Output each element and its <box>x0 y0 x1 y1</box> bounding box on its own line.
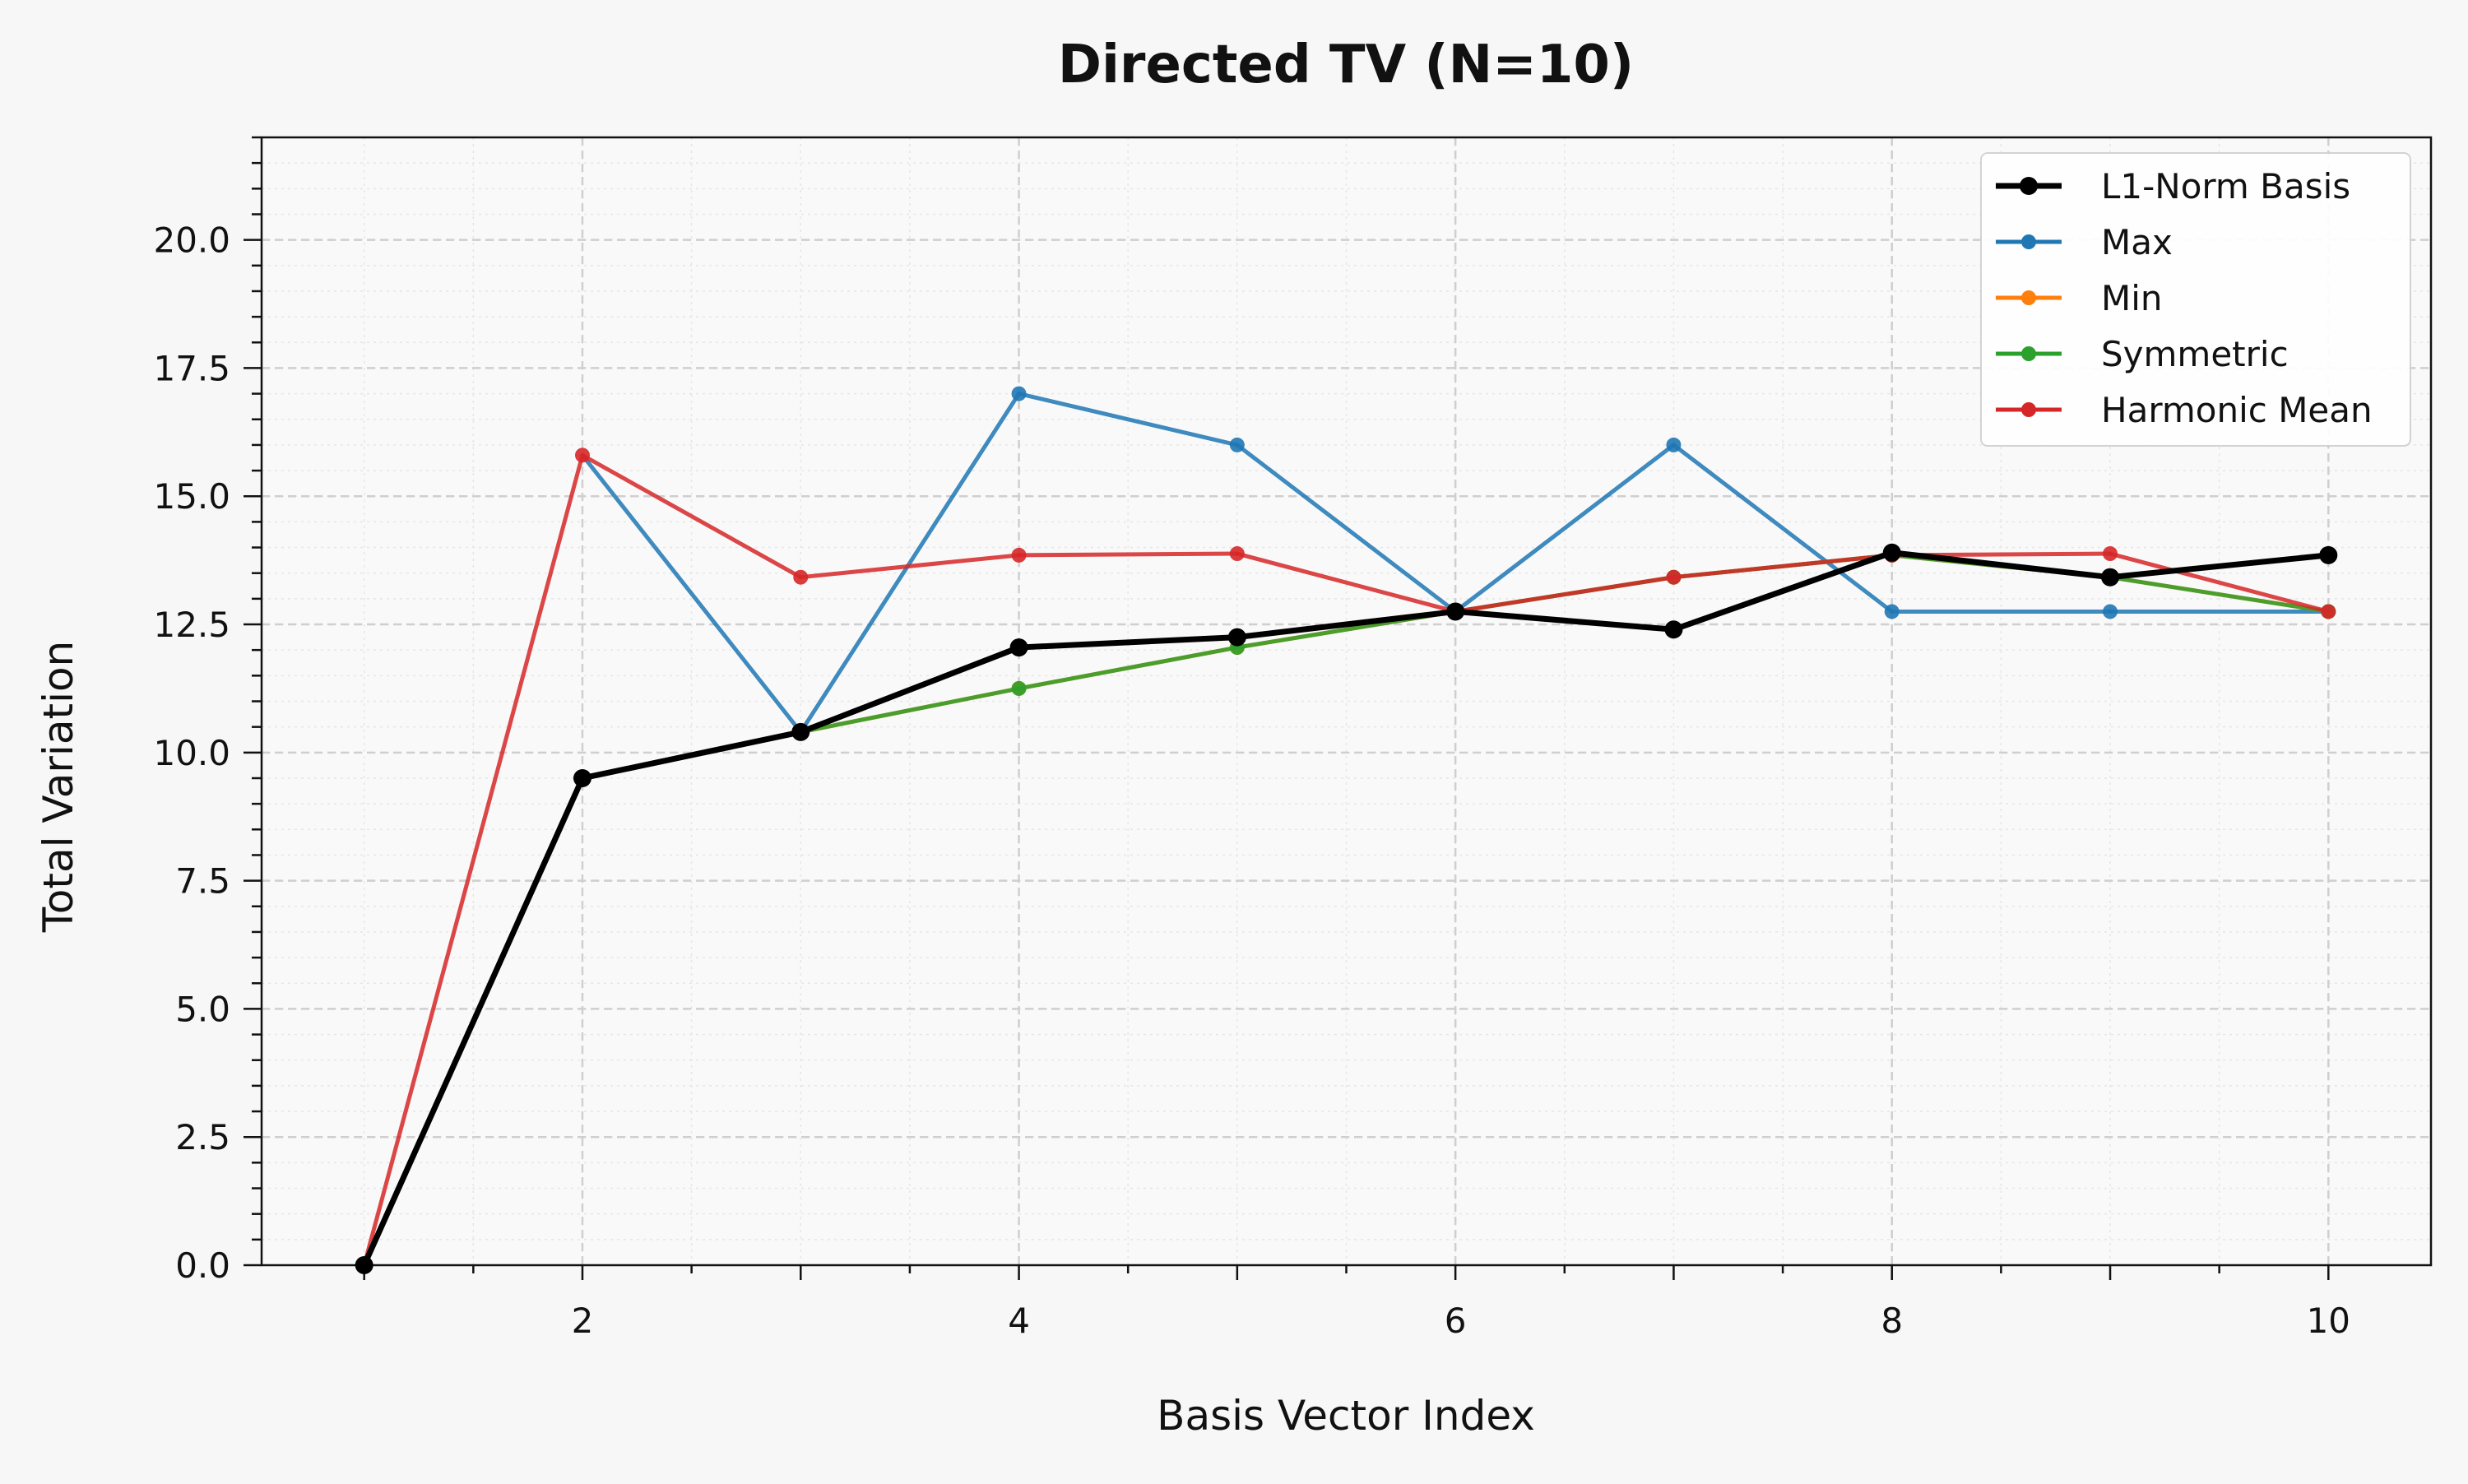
legend-swatch-marker <box>2021 234 2036 249</box>
data-point <box>1229 437 1245 452</box>
legend-label: Min <box>2101 278 2163 318</box>
y-tick-label: 7.5 <box>175 861 230 902</box>
x-tick-label: 4 <box>1008 1301 1030 1341</box>
data-point <box>573 768 591 787</box>
x-tick-label: 8 <box>1881 1301 1903 1341</box>
legend-box <box>1980 152 2411 447</box>
legend-swatch-marker <box>2020 177 2038 195</box>
y-tick-label: 0.0 <box>175 1245 230 1286</box>
data-point <box>1666 569 1682 585</box>
data-point <box>2319 545 2338 564</box>
series-line-segment <box>1452 608 1677 633</box>
y-tick-label: 10.0 <box>153 733 230 773</box>
series-line-segment <box>2107 552 2331 581</box>
data-point <box>1227 628 1246 647</box>
legend-swatch-marker <box>2021 402 2036 417</box>
y-tick-label: 5.0 <box>175 989 230 1029</box>
legend-label: Symmetric <box>2101 334 2289 374</box>
series-line-segment <box>1889 550 2113 581</box>
series-line-segment <box>1235 551 1458 614</box>
data-point <box>1011 680 1027 696</box>
y-tick-label: 12.5 <box>153 605 230 645</box>
x-tick-label: 6 <box>1445 1301 1467 1341</box>
series-line-segment <box>798 553 1022 580</box>
legend-swatch-marker <box>2021 290 2036 305</box>
series-line-segment <box>797 644 1023 735</box>
data-point <box>793 569 809 585</box>
series-line-segment <box>1453 443 1676 614</box>
series-l1-norm-basis <box>355 543 2338 1274</box>
data-point <box>2103 604 2118 619</box>
data-point <box>1664 620 1683 639</box>
data-point <box>2101 568 2120 587</box>
x-axis-label: Basis Vector Index <box>1157 1392 1535 1440</box>
series-line-segment <box>579 729 804 781</box>
chart-title: Directed TV (N=10) <box>1058 35 1634 95</box>
series-line-segment <box>1671 553 1895 580</box>
y-axis-label: Total Variation <box>35 641 82 934</box>
series-line-segment <box>2108 575 2331 614</box>
data-point <box>2321 604 2336 619</box>
series-line-segment <box>362 452 585 1268</box>
x-tick-label: 2 <box>572 1301 594 1341</box>
data-point <box>1882 543 1901 562</box>
legend-label: Harmonic Mean <box>2101 390 2373 430</box>
y-tick-label: 20.0 <box>153 220 230 261</box>
series-line-segment <box>580 452 803 580</box>
series-line-segment <box>798 392 1022 735</box>
series-line-segment <box>1017 551 1240 558</box>
data-point <box>1011 386 1027 401</box>
y-tick-label: 15.0 <box>153 476 230 517</box>
series-line-segment <box>1017 645 1240 691</box>
data-point <box>1446 602 1465 621</box>
series-line-segment <box>1670 550 1895 633</box>
data-point <box>1666 437 1682 452</box>
data-point <box>574 448 590 463</box>
series-line-segment <box>361 775 586 1268</box>
legend-label: Max <box>2101 222 2173 262</box>
data-point <box>1009 638 1028 657</box>
x-tick-label: 10 <box>2307 1301 2350 1341</box>
y-tick-label: 2.5 <box>175 1117 230 1157</box>
series-line-segment <box>580 452 803 735</box>
series-line-segment <box>1453 575 1676 614</box>
series-line-segment <box>1671 443 1895 614</box>
series-line-segment <box>798 686 1022 735</box>
data-point <box>1884 604 1900 619</box>
series-line-segment <box>2108 551 2331 614</box>
data-point <box>1229 546 1245 562</box>
legend-label: L1-Norm Basis <box>2101 166 2350 206</box>
series-line-segment <box>1234 608 1459 641</box>
y-tick-label: 17.5 <box>153 348 230 388</box>
series-line-segment <box>1017 392 1240 448</box>
legend-swatch-marker <box>2021 346 2036 361</box>
data-point <box>791 722 810 741</box>
legend: L1-Norm Basis Max Min Symmetric Harmonic Mea… <box>1980 152 2411 447</box>
data-point <box>1011 547 1027 563</box>
series-line-segment <box>1235 443 1458 614</box>
series-line-segment <box>1016 634 1241 651</box>
data-point <box>355 1256 373 1274</box>
data-point <box>2103 546 2118 562</box>
